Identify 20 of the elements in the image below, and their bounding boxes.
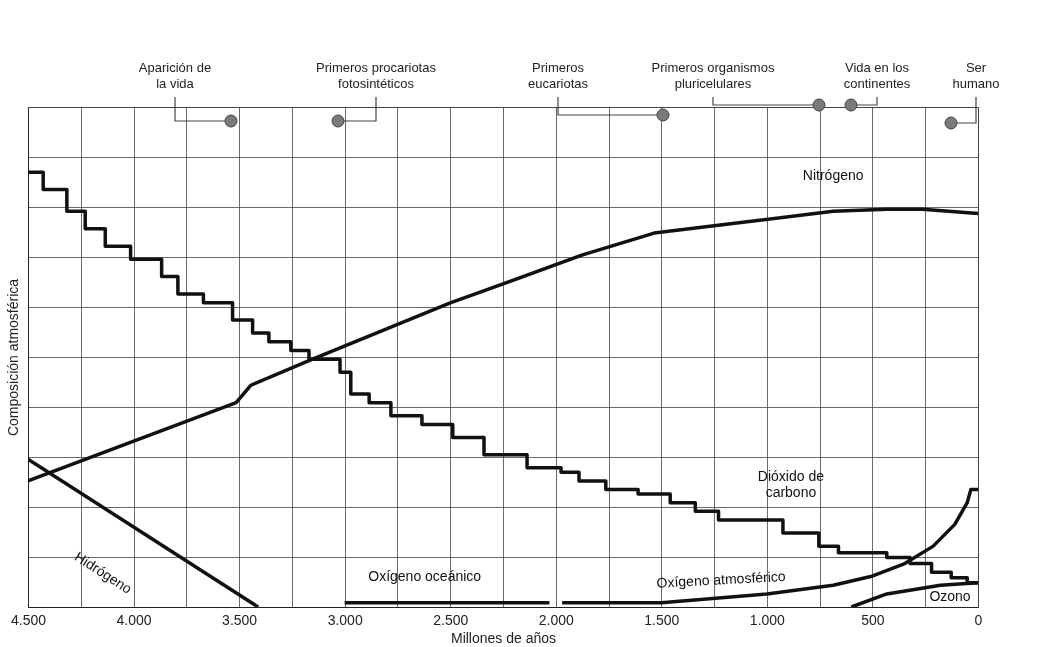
text: Primeros eucariotas bbox=[528, 60, 589, 91]
x-tick-label: 3.000 bbox=[327, 611, 363, 628]
series-label: Oxígeno atmosférico bbox=[656, 567, 787, 591]
x-tick-label: 500 bbox=[861, 611, 885, 628]
x-tick-label: 3.500 bbox=[222, 611, 258, 628]
x-tick-label: 4.500 bbox=[10, 611, 47, 628]
x-tick-label: 4.000 bbox=[116, 611, 152, 628]
x-tick-label: 1.000 bbox=[749, 611, 786, 628]
text: Ser humano bbox=[952, 60, 1000, 91]
text: Primeros procariotas fotosintéticos bbox=[316, 60, 437, 91]
x-tick-label: 0 bbox=[974, 611, 983, 628]
x-tick-label: 2.000 bbox=[538, 611, 574, 628]
x-tick-label: 1.500 bbox=[644, 611, 680, 628]
x-axis-title: Millones de años bbox=[450, 629, 557, 646]
series-label: Ozono bbox=[929, 587, 971, 604]
y-axis-title: Composición atmosférica bbox=[4, 278, 21, 437]
x-tick-label: 2.500 bbox=[433, 611, 469, 628]
text: Primeros organismos pluricelulares bbox=[651, 60, 775, 91]
text: Vida en los continentes bbox=[843, 60, 911, 91]
text: Aparición de la vida bbox=[138, 60, 212, 91]
